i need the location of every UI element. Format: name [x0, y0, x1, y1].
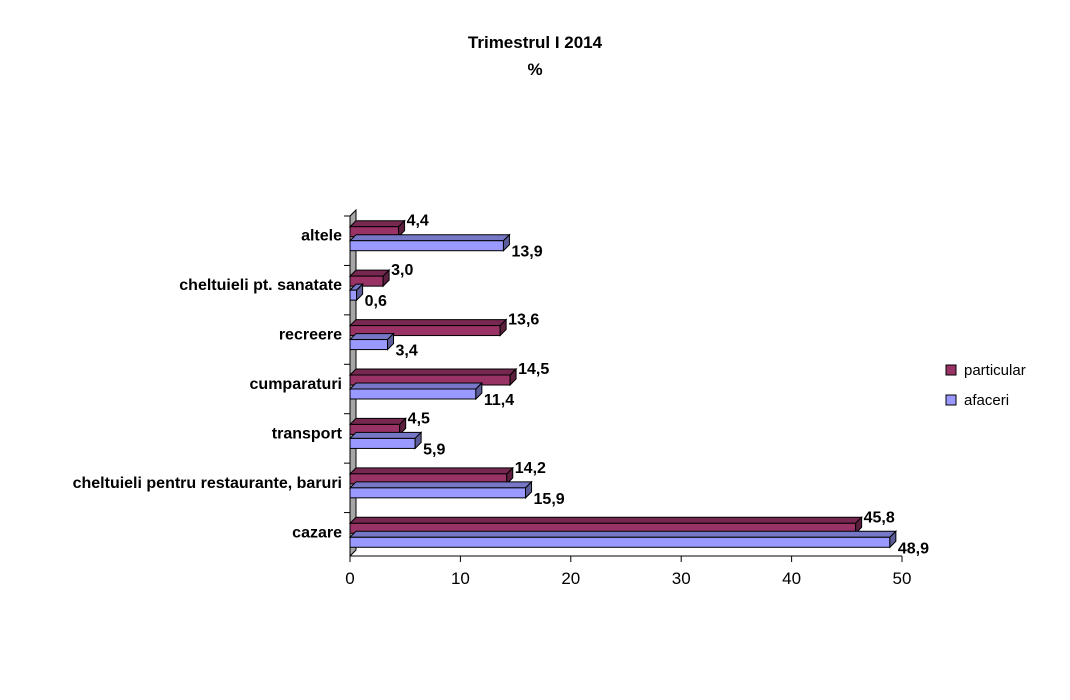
data-label: 13,9 — [511, 244, 542, 261]
bar-top-face — [348, 417, 407, 425]
bar-top-face — [348, 269, 391, 277]
bar-end-face — [398, 219, 406, 238]
bar-afaceri — [348, 332, 395, 351]
bar-end-face — [382, 268, 390, 288]
x-tick-label: 10 — [451, 569, 470, 588]
bar-end-face — [525, 480, 533, 500]
data-label: 0,6 — [365, 293, 387, 310]
bar-top-face — [348, 530, 898, 538]
bar-end-face — [509, 367, 517, 387]
legend-item-afaceri: afaceri — [945, 392, 1009, 409]
legend-swatch — [945, 394, 957, 406]
bar-afaceri — [348, 480, 533, 500]
category-label: recreere — [279, 327, 342, 344]
bar-end-face — [414, 431, 422, 450]
x-tick-label: 0 — [345, 569, 354, 588]
bar-end-face — [387, 332, 395, 351]
bar-top-face — [348, 368, 518, 376]
bar-front-face — [349, 388, 477, 400]
data-label: 3,4 — [396, 343, 418, 360]
x-tick-label: 20 — [561, 569, 580, 588]
bar-afaceri — [348, 282, 364, 302]
bar-end-face — [502, 233, 510, 252]
bar-front-face — [349, 437, 416, 449]
bar-front-face — [349, 536, 891, 548]
bar-top-face — [348, 431, 423, 439]
bar-particular — [348, 268, 391, 288]
category-label: transport — [272, 425, 343, 442]
bar-end-face — [855, 516, 863, 535]
data-label: 15,9 — [534, 491, 565, 508]
bar-end-face — [889, 530, 897, 549]
bar-top-face — [348, 220, 406, 228]
category-label: cazare — [292, 524, 342, 541]
bar-afaceri — [348, 381, 484, 401]
bar-top-face — [348, 467, 514, 475]
bar-top-face — [348, 382, 484, 390]
bar-top-face — [348, 481, 533, 489]
bar-particular — [348, 367, 518, 387]
bar-front-face — [349, 339, 389, 351]
plot-area: 0 10 20 30 40 50 cazare 45,848,9 cheltuieli pent… — [73, 208, 929, 588]
bar-front-face — [349, 289, 358, 301]
legend-label: afaceri — [964, 392, 1009, 409]
data-label: 5,9 — [423, 441, 445, 458]
bar-afaceri — [348, 530, 898, 549]
legend: particular afaceri — [945, 362, 1026, 409]
bar-particular — [348, 318, 508, 337]
data-label: 11,4 — [484, 392, 514, 409]
category-label: cheltuieli pentru restaurante, baruri — [73, 475, 342, 492]
data-label: 13,6 — [508, 312, 539, 329]
legend-label: particular — [964, 362, 1026, 379]
data-label: 14,5 — [518, 361, 549, 378]
chart-title: Trimestrul I 2014 — [468, 33, 603, 52]
legend-swatch — [945, 364, 957, 376]
bar-front-face — [349, 487, 527, 499]
data-label: 4,4 — [407, 213, 429, 230]
bar-top-face — [348, 319, 508, 327]
bar-end-face — [356, 282, 364, 302]
bar-end-face — [499, 318, 507, 337]
category-label: cumparaturi — [250, 376, 342, 393]
bar-top-face — [348, 516, 863, 524]
bar-afaceri — [348, 431, 423, 450]
bar-front-face — [349, 240, 504, 252]
category-label: cheltuieli pt. sanatate — [179, 277, 342, 294]
bar-end-face — [475, 381, 483, 401]
data-label: 45,8 — [864, 509, 895, 526]
x-tick-label: 30 — [672, 569, 691, 588]
bar-top-face — [348, 234, 511, 242]
bar-particular — [348, 516, 863, 535]
bar-end-face — [506, 466, 514, 486]
bar-top-face — [348, 333, 395, 341]
data-label: 48,9 — [898, 540, 929, 557]
data-label: 14,2 — [515, 460, 546, 477]
data-label: 4,5 — [408, 410, 430, 427]
category-label: altele — [301, 228, 342, 245]
legend-item-particular: particular — [945, 362, 1026, 379]
bar-end-face — [399, 417, 407, 436]
x-tick-label: 50 — [893, 569, 912, 588]
x-tick-label: 40 — [782, 569, 801, 588]
data-label: 3,0 — [391, 262, 413, 279]
chart-subtitle: % — [527, 60, 542, 79]
bar-afaceri — [348, 233, 511, 252]
